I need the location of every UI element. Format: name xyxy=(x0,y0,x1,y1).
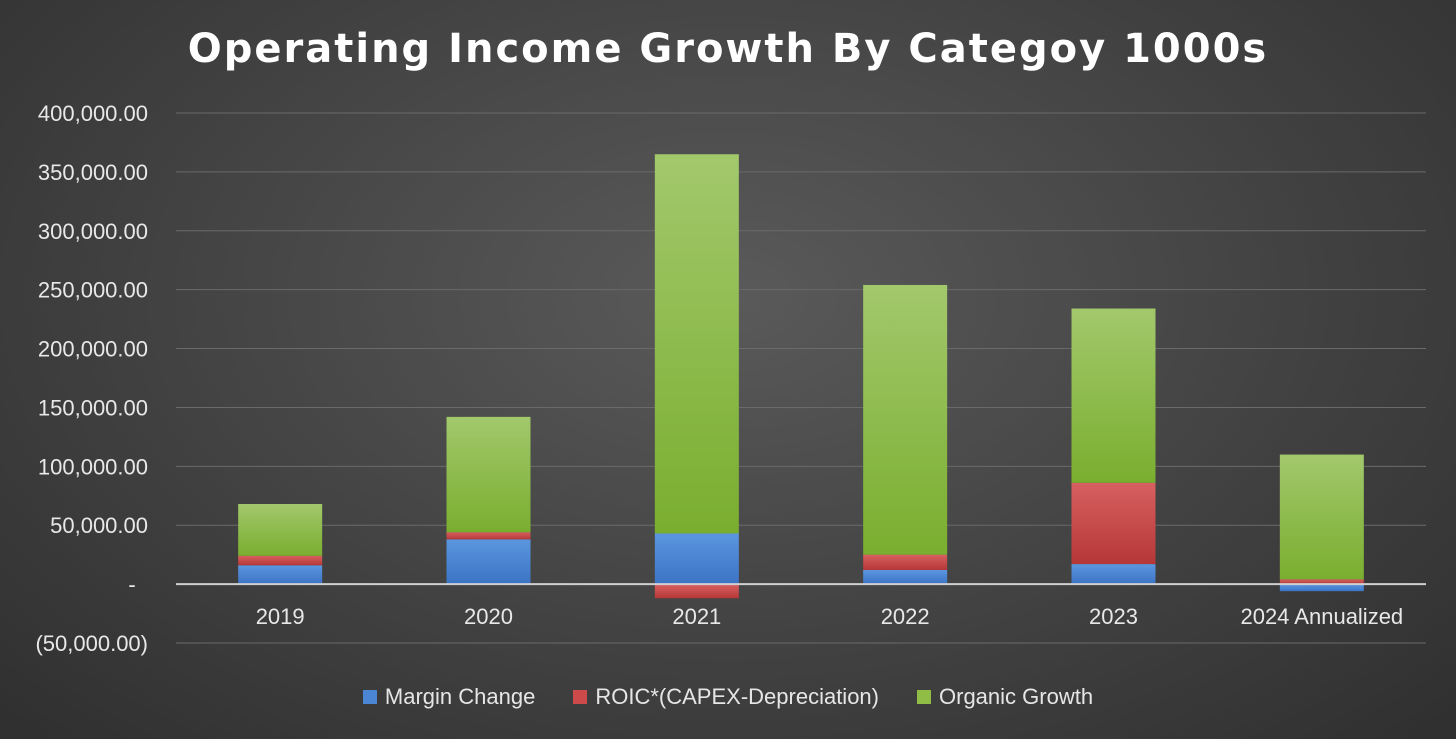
y-tick-label: 400,000.00 xyxy=(38,101,148,126)
chart-legend: Margin Change ROIC*(CAPEX-Depreciation) … xyxy=(0,684,1456,710)
bar-organic-growth xyxy=(446,416,531,533)
y-tick-label: 100,000.00 xyxy=(38,454,148,479)
x-tick-label: 2023 xyxy=(1089,604,1138,629)
x-tick-label: 2021 xyxy=(672,604,721,629)
bar-roic xyxy=(654,584,739,599)
bar-roic xyxy=(1071,482,1156,565)
x-tick-label: 2024 Annualized xyxy=(1240,604,1403,629)
legend-swatch-roic xyxy=(573,690,588,704)
bar-roic xyxy=(863,554,948,570)
y-tick-label: 200,000.00 xyxy=(38,337,148,362)
y-tick-label: 300,000.00 xyxy=(38,219,148,244)
y-tick-label: 250,000.00 xyxy=(38,278,148,303)
legend-item-organic-growth: Organic Growth xyxy=(917,684,1093,710)
y-tick-label: - xyxy=(128,572,135,597)
y-tick-label: 150,000.00 xyxy=(38,395,148,420)
x-tick-label: 2019 xyxy=(256,604,305,629)
x-tick-label: 2020 xyxy=(464,604,513,629)
legend-item-margin-change: Margin Change xyxy=(362,684,536,710)
x-tick-label: 2022 xyxy=(881,604,930,629)
bar-organic-growth xyxy=(238,504,323,556)
bar-organic-growth xyxy=(863,284,948,555)
y-tick-label: (50,000.00) xyxy=(35,631,148,656)
y-tick-label: 50,000.00 xyxy=(50,513,148,538)
legend-label-organic-growth: Organic Growth xyxy=(939,684,1094,709)
bar-margin-change xyxy=(446,539,531,585)
bar-organic-growth xyxy=(654,154,739,534)
legend-label-margin-change: Margin Change xyxy=(384,684,536,709)
bar-roic xyxy=(238,555,323,566)
bar-roic xyxy=(446,532,531,540)
chart-title: Operating Income Growth By Categoy 1000s xyxy=(187,26,1269,72)
bar-margin-change xyxy=(654,533,739,585)
bar-margin-change xyxy=(238,565,323,585)
bar-margin-change xyxy=(1071,564,1156,585)
legend-item-roic: ROIC*(CAPEX-Depreciation) xyxy=(573,684,879,710)
bar-organic-growth xyxy=(1279,454,1364,580)
legend-swatch-margin-change xyxy=(362,690,377,704)
bar-roic xyxy=(1279,579,1364,585)
legend-label-roic: ROIC*(CAPEX-Depreciation) xyxy=(595,684,879,709)
legend-swatch-organic-growth xyxy=(917,690,931,704)
bar-organic-growth xyxy=(1071,308,1156,483)
bar-margin-change xyxy=(1279,584,1364,592)
bar-margin-change xyxy=(863,569,948,585)
y-tick-label: 350,000.00 xyxy=(38,160,148,185)
